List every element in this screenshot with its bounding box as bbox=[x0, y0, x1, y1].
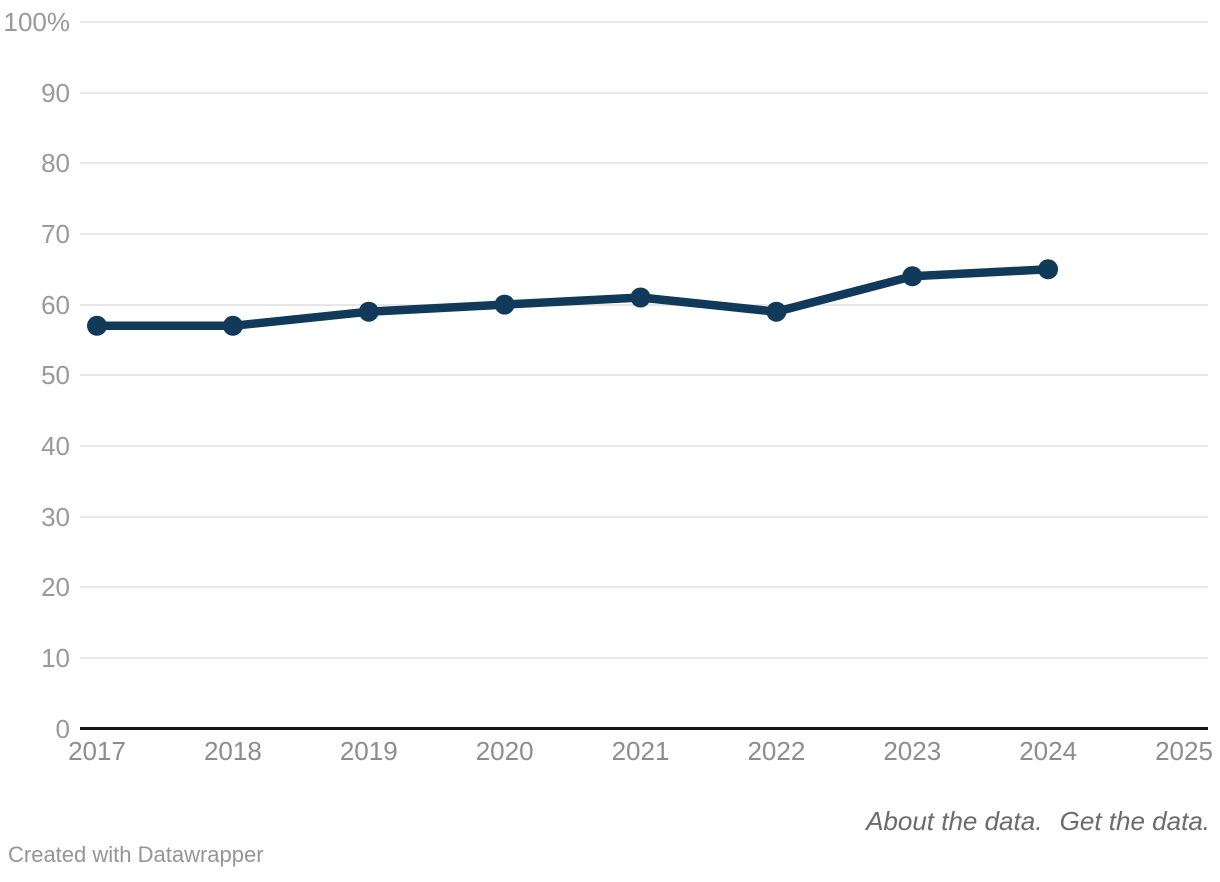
y-axis-tick-label: 30 bbox=[41, 501, 70, 532]
y-axis-tick-label: 60 bbox=[41, 289, 70, 320]
gridline bbox=[80, 444, 1208, 447]
get-the-data-link[interactable]: Get the data. bbox=[1059, 806, 1210, 836]
x-axis-tick-label: 2020 bbox=[475, 736, 534, 766]
y-axis-tick-label: 40 bbox=[41, 430, 70, 461]
y-axis-tick-label: 90 bbox=[41, 77, 70, 108]
gridline bbox=[80, 91, 1208, 94]
y-axis-tick-label: 20 bbox=[41, 572, 70, 603]
y-axis-tick-label: 70 bbox=[41, 218, 70, 249]
data-point[interactable] bbox=[766, 301, 787, 322]
data-point[interactable] bbox=[902, 266, 923, 287]
x-axis-tick-label: 2023 bbox=[883, 736, 942, 766]
gridline bbox=[80, 374, 1208, 377]
chart-caption: About the data. Get the data. bbox=[866, 806, 1210, 837]
series-line bbox=[92, 265, 1053, 331]
data-point[interactable] bbox=[87, 315, 107, 336]
x-axis-tick-label: 2025 bbox=[1155, 736, 1213, 766]
datawrapper-attribution-link[interactable]: Created with Datawrapper bbox=[8, 842, 264, 867]
x-axis-tick-label: 2019 bbox=[339, 736, 398, 766]
data-point[interactable] bbox=[1038, 259, 1059, 280]
x-axis-tick-label: 2022 bbox=[747, 736, 806, 766]
x-axis-baseline bbox=[80, 727, 1208, 730]
x-axis-tick-label: 2017 bbox=[68, 736, 126, 766]
y-axis-tick-label: 50 bbox=[41, 360, 70, 391]
y-axis-tick-label: 0 bbox=[55, 713, 70, 744]
gridline bbox=[80, 586, 1208, 589]
y-axis-tick-label: 10 bbox=[41, 642, 70, 673]
data-point[interactable] bbox=[358, 301, 379, 322]
x-axis-tick-label: 2018 bbox=[203, 736, 262, 766]
gridline bbox=[80, 515, 1208, 518]
y-axis-tick-label: 100% bbox=[3, 7, 71, 37]
gridline bbox=[80, 162, 1208, 165]
data-point[interactable] bbox=[222, 315, 243, 336]
gridline bbox=[80, 21, 1208, 23]
data-point[interactable] bbox=[494, 294, 515, 315]
gridline bbox=[80, 656, 1208, 659]
gridline bbox=[80, 232, 1208, 235]
data-point[interactable] bbox=[630, 287, 651, 308]
about-the-data-link[interactable]: About the data. bbox=[866, 806, 1043, 836]
y-axis-tick-label: 80 bbox=[41, 148, 70, 179]
x-axis-tick-label: 2024 bbox=[1019, 736, 1078, 766]
x-axis-tick-label: 2021 bbox=[611, 736, 670, 766]
